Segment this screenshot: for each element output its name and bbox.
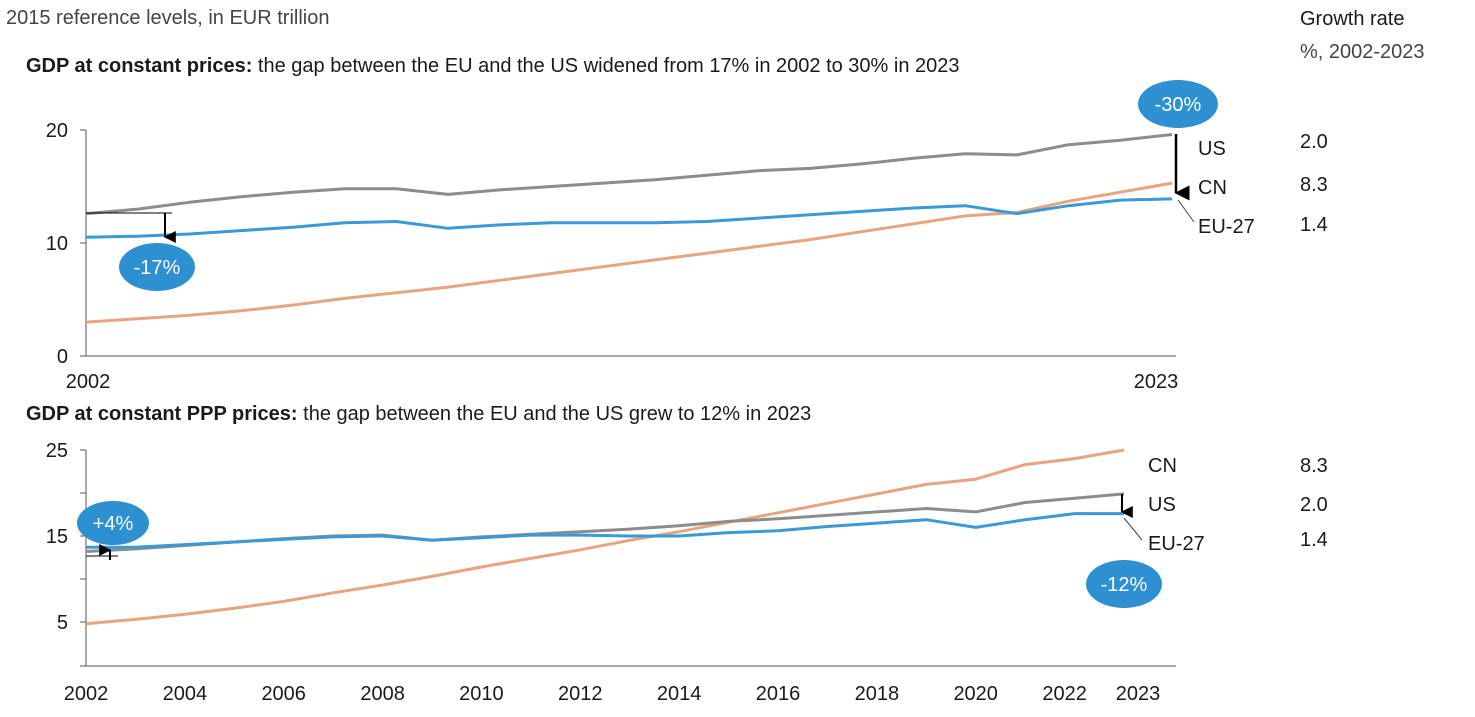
chart1-gap-2002: [86, 212, 176, 243]
chart2-xtick-label: 2014: [657, 683, 702, 705]
series-line-cn: [85, 448, 1125, 626]
chart1-xtick-label: 2002: [66, 371, 111, 393]
chart1-xtick-label: 2023: [1134, 371, 1179, 393]
gap-badge-2023-ppp-label: -12%: [1101, 574, 1148, 596]
chart2-ytick-label: 5: [57, 612, 68, 634]
series-line-eu-27: [85, 197, 1173, 239]
chart2-ytick-label: 25: [46, 440, 68, 462]
chart1-title: GDP at constant prices: the gap between …: [26, 55, 960, 77]
chart1-label-cn: CN: [1198, 177, 1227, 199]
chart2-xtick-label: 2012: [558, 683, 603, 705]
growth-rate-subtitle: %, 2002-2023: [1300, 41, 1425, 63]
chart2-ytick-label: 15: [46, 526, 68, 548]
chart2-xtick-labels: 2002 2004 2006 2008 2010 2012 2014 2016 2018 2020…: [64, 683, 1161, 705]
chart2-xtick-label: 2018: [855, 683, 900, 705]
eu-ppp-label-leader: [1123, 517, 1143, 541]
gap-badge-2023-label: -30%: [1155, 94, 1202, 116]
chart1-label-us: US: [1198, 138, 1226, 160]
chart1-growth-eu: 1.4: [1300, 214, 1328, 236]
chart2-label-cn: CN: [1148, 455, 1177, 477]
chart2-label-us: US: [1148, 494, 1176, 516]
gap-badge-2002-label: -17%: [134, 257, 181, 279]
chart2-xtick-label: 2010: [459, 683, 504, 705]
chart2-xtick-label: 2008: [360, 683, 405, 705]
chart2-xtick-label: 2004: [163, 683, 208, 705]
units-note: 2015 reference levels, in EUR trillion: [6, 7, 330, 29]
chart2-title: GDP at constant PPP prices: the gap betw…: [26, 403, 811, 425]
chart1-label-eu: EU-27: [1198, 216, 1255, 238]
gap-badge-2023-ppp: [1086, 560, 1162, 608]
gap-badge-2023: [1138, 80, 1218, 128]
chart1-growth-cn: 8.3: [1300, 174, 1328, 196]
chart2-xtick-label: 2002: [64, 683, 109, 705]
chart1-growth-us: 2.0: [1300, 131, 1328, 153]
gap-badge-2002: [119, 243, 195, 291]
chart1-title-rest: the gap between the EU and the US widene…: [252, 55, 959, 77]
chart2-xtick-label: 2022: [1042, 683, 1087, 705]
chart1-series: [85, 133, 1173, 324]
chart2-growth-eu: 1.4: [1300, 529, 1328, 551]
chart1-title-bold: GDP at constant prices:: [26, 55, 252, 77]
chart1-ytick-label: 10: [46, 233, 68, 255]
chart2-xtick-label: 2023: [1116, 683, 1161, 705]
series-line-eu-27: [86, 512, 1124, 549]
chart2-growth-cn: 8.3: [1300, 455, 1328, 477]
chart2-xtick-label: 2016: [756, 683, 801, 705]
chart2-xtick-label: 2020: [953, 683, 998, 705]
eu-label-leader: [1177, 199, 1195, 223]
chart2-xtick-label: 2006: [261, 683, 306, 705]
chart2-axes: 25 15 5: [46, 440, 1176, 667]
chart1-ytick-label: 20: [46, 120, 68, 142]
growth-rate-title: Growth rate: [1300, 8, 1404, 30]
gap-badge-2002-ppp-label: +4%: [93, 513, 134, 535]
chart2-title-bold: GDP at constant PPP prices:: [26, 403, 298, 425]
chart2-growth-us: 2.0: [1300, 494, 1328, 516]
chart2-series: [85, 448, 1125, 626]
chart1-axes: 20 10 0 2002 2023: [46, 120, 1179, 393]
chart2-label-eu: EU-27: [1148, 533, 1205, 555]
chart2-title-rest: the gap between the EU and the US grew t…: [298, 403, 812, 425]
series-line-cn: [85, 181, 1173, 324]
gap-badge-2002-ppp: [77, 501, 149, 545]
chart1-ytick-label: 0: [57, 346, 68, 368]
series-line-us: [85, 133, 1173, 216]
